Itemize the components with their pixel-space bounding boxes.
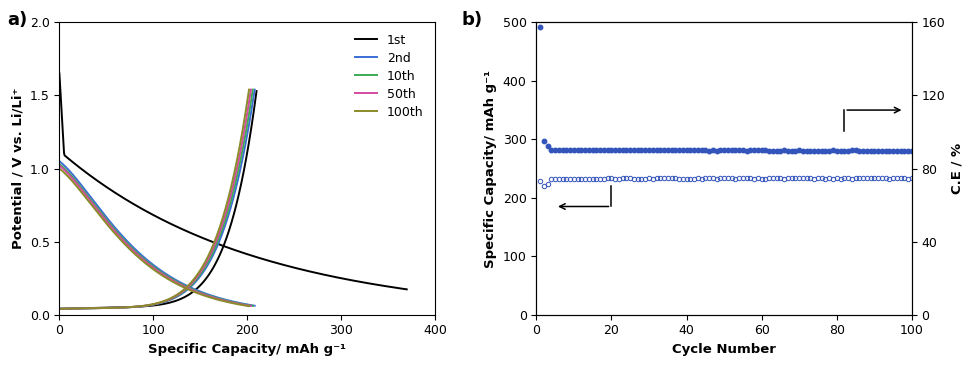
Text: b): b) — [461, 11, 483, 29]
Y-axis label: C.E / %: C.E / % — [951, 143, 964, 194]
Y-axis label: Potential / V vs. Li/Li⁺: Potential / V vs. Li/Li⁺ — [11, 88, 24, 249]
X-axis label: Cycle Number: Cycle Number — [672, 343, 776, 356]
Text: a): a) — [7, 11, 27, 29]
Legend: 1st, 2nd, 10th, 50th, 100th: 1st, 2nd, 10th, 50th, 100th — [349, 29, 429, 124]
X-axis label: Specific Capacity/ mAh g⁻¹: Specific Capacity/ mAh g⁻¹ — [148, 343, 346, 356]
Y-axis label: Specific Capacity/ mAh g⁻¹: Specific Capacity/ mAh g⁻¹ — [484, 69, 497, 268]
